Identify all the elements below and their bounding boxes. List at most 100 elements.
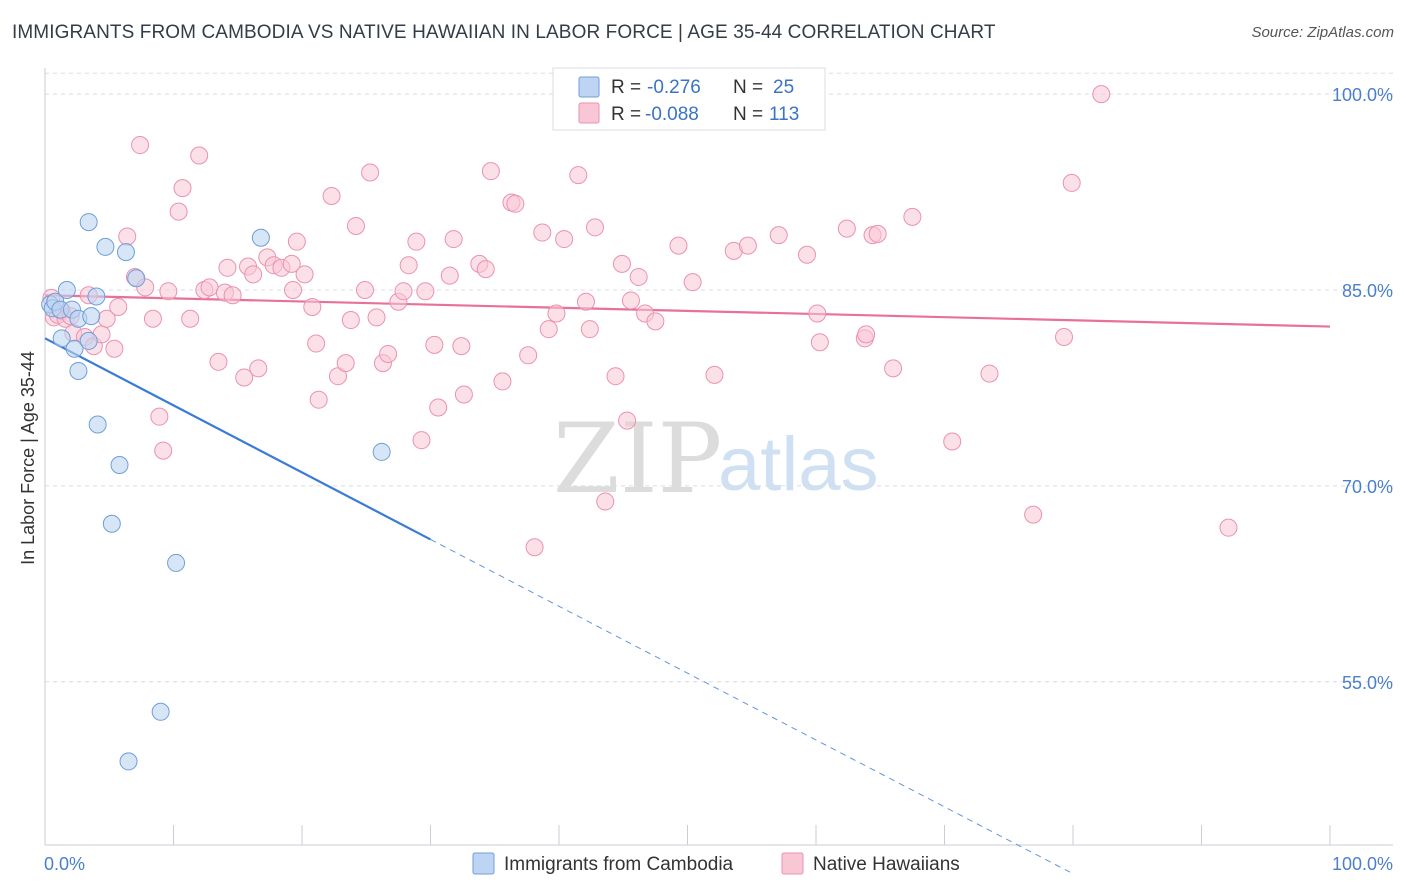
point-cambodia-20 — [127, 269, 146, 288]
point-cambodia-15 — [96, 237, 115, 256]
point-hawaiian-76 — [533, 223, 552, 242]
point-hawaiian-58 — [399, 256, 418, 275]
point-hawaiian-23 — [173, 179, 192, 198]
point-hawaiian-105 — [868, 224, 887, 243]
legend-label-cambodia: Immigrants from Cambodia — [504, 854, 734, 875]
point-hawaiian-107 — [903, 207, 922, 226]
point-hawaiian-113 — [1092, 85, 1111, 104]
point-hawaiian-96 — [738, 236, 757, 255]
source-label: Source: ZipAtlas.com — [1251, 24, 1394, 41]
point-hawaiian-52 — [361, 163, 380, 182]
point-hawaiian-13 — [109, 297, 128, 316]
point-hawaiian-42 — [295, 265, 314, 284]
point-hawaiian-31 — [223, 286, 242, 305]
point-hawaiian-48 — [336, 354, 355, 373]
point-cambodia-4 — [52, 329, 71, 348]
point-hawaiian-92 — [669, 236, 688, 255]
point-hawaiian-110 — [1024, 505, 1043, 524]
point-hawaiian-100 — [810, 333, 829, 352]
point-hawaiian-91 — [646, 312, 665, 331]
point-hawaiian-78 — [547, 304, 566, 323]
y-tick-label-1: 85.0% — [1342, 281, 1393, 301]
y-tick-label-3: 55.0% — [1342, 673, 1393, 693]
point-hawaiian-16 — [131, 136, 150, 155]
point-hawaiian-14 — [118, 227, 137, 246]
point-hawaiian-46 — [322, 186, 341, 205]
x-tick-label-min: 0.0% — [44, 854, 85, 874]
point-cambodia-19 — [119, 752, 138, 771]
x-tick-label-max: 100.0% — [1332, 854, 1393, 874]
point-hawaiian-81 — [576, 292, 595, 311]
point-cambodia-10 — [79, 331, 98, 350]
point-cambodia-17 — [110, 455, 129, 474]
point-hawaiian-109 — [980, 364, 999, 383]
watermark-zip: ZIP — [553, 403, 722, 515]
point-hawaiian-89 — [629, 267, 648, 286]
point-hawaiian-53 — [367, 308, 386, 327]
stats-legend: R = -0.276 N = 25 R = -0.088 N = 113 — [552, 67, 826, 131]
point-cambodia-12 — [82, 307, 101, 326]
stats-r-value-1: -0.276 — [647, 77, 701, 98]
point-hawaiian-61 — [416, 282, 435, 301]
point-cambodia-22 — [167, 553, 186, 572]
stats-n-value-1: 25 — [773, 77, 794, 98]
point-hawaiian-24 — [181, 309, 200, 328]
y-tick-label-0: 100.0% — [1332, 85, 1393, 105]
stats-n-label-1: N = — [733, 77, 763, 98]
point-hawaiian-75 — [525, 538, 544, 557]
point-hawaiian-69 — [476, 260, 495, 279]
point-cambodia-7 — [65, 339, 84, 358]
point-hawaiian-18 — [143, 309, 162, 328]
point-hawaiian-64 — [440, 266, 459, 285]
point-hawaiian-22 — [169, 202, 188, 221]
point-hawaiian-97 — [769, 226, 788, 245]
point-hawaiian-50 — [346, 217, 365, 236]
point-hawaiian-108 — [943, 432, 962, 451]
trend-line-cambodia — [44, 337, 432, 541]
point-hawaiian-20 — [154, 441, 173, 460]
point-hawaiian-41 — [287, 232, 306, 251]
trend-line-hawaiian — [44, 294, 1331, 328]
point-cambodia-14 — [88, 415, 107, 434]
point-hawaiian-79 — [555, 230, 574, 249]
point-hawaiian-106 — [884, 359, 903, 378]
stats-r-label-2: R = — [611, 104, 641, 125]
point-hawaiian-87 — [618, 411, 637, 430]
point-hawaiian-28 — [209, 352, 228, 371]
point-cambodia-11 — [79, 213, 98, 232]
point-hawaiian-98 — [798, 245, 817, 264]
point-hawaiian-112 — [1062, 173, 1081, 192]
point-hawaiian-65 — [444, 230, 463, 249]
series-legend: Immigrants from Cambodia Native Hawaiian… — [472, 852, 960, 875]
point-hawaiian-12 — [105, 339, 124, 358]
point-hawaiian-19 — [150, 407, 169, 426]
stats-swatch-hawaiian — [578, 102, 600, 124]
watermark-atlas: atlas — [718, 422, 879, 507]
point-cambodia-16 — [102, 514, 121, 533]
point-hawaiian-59 — [407, 232, 426, 251]
point-hawaiian-57 — [394, 282, 413, 301]
point-hawaiian-35 — [249, 359, 268, 378]
point-hawaiian-74 — [519, 346, 538, 365]
point-hawaiian-99 — [808, 304, 827, 323]
point-hawaiian-77 — [539, 320, 558, 339]
point-hawaiian-94 — [705, 365, 724, 384]
point-hawaiian-21 — [159, 282, 178, 301]
legend-label-hawaiian: Native Hawaiians — [813, 854, 960, 875]
point-hawaiian-40 — [284, 281, 303, 299]
point-hawaiian-51 — [355, 281, 374, 299]
point-cambodia-21 — [151, 702, 170, 721]
legend-swatch-hawaiian — [781, 852, 804, 875]
point-cambodia-5 — [57, 281, 76, 299]
axes — [44, 68, 1393, 846]
stats-r-label-1: R = — [611, 77, 641, 98]
trend-line-cambodia-extension — [430, 538, 1074, 875]
point-hawaiian-67 — [454, 385, 473, 404]
y-axis-label: In Labor Force | Age 35-44 — [18, 351, 38, 565]
point-hawaiian-60 — [412, 431, 431, 450]
point-hawaiian-30 — [218, 258, 237, 277]
stats-n-label-2: N = — [733, 104, 763, 125]
point-cambodia-9 — [69, 361, 88, 380]
stats-swatch-cambodia — [578, 76, 600, 98]
